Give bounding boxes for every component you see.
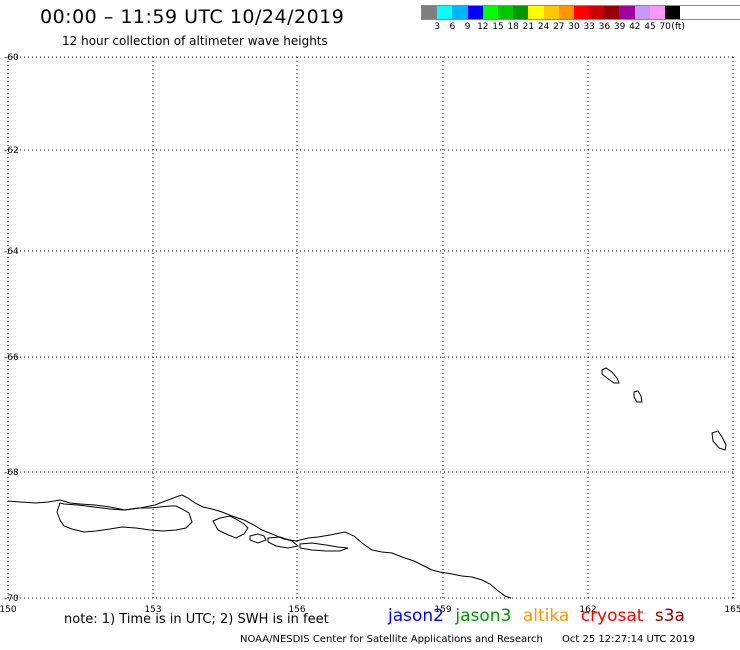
coastal-island-d: [299, 542, 349, 552]
legend-swatch: [634, 6, 650, 19]
wave-height-legend: 3 6 9 12 15 18 21 24 27 30 33 36 39 42 45 70 (ft): [421, 5, 740, 36]
antarctic-coastline: [7, 494, 512, 599]
legend-tick-label: 18: [507, 22, 519, 32]
ice-shelf-inlet: [56, 502, 193, 533]
legend-swatch: [665, 6, 681, 19]
legend-tick-label: 36: [598, 22, 611, 32]
legend-tick-label: 27: [553, 22, 565, 32]
latitude-label: -62: [4, 146, 19, 156]
coastal-island-c: [267, 536, 300, 549]
legend-swatch: [528, 6, 544, 19]
legend-swatch: [497, 6, 514, 19]
legend-unit: (ft): [671, 22, 685, 32]
legend-swatch: [604, 6, 620, 19]
legend-tick-label: 9: [464, 22, 471, 32]
longitude-label: 159: [434, 605, 451, 615]
satellite-legend: jason2 jason3 altika cryosat s3a: [388, 606, 691, 626]
legend-tick-label: 39: [613, 22, 626, 32]
latitude-label: -60: [4, 53, 19, 63]
longitude-label: 165: [724, 605, 740, 615]
satellite-label-s3a: s3a: [654, 606, 685, 626]
island-north: [601, 367, 620, 384]
legend-tick-label: 30: [568, 22, 580, 32]
satellite-label-jason3: jason3: [455, 606, 512, 626]
longitude-label: 162: [579, 605, 596, 615]
latitude-labels: -60 -62 -64 -66 -68 -70: [4, 53, 19, 604]
coastal-island-a: [212, 515, 249, 539]
legend-tick-label: 42: [629, 22, 641, 32]
satellite-label-cryosat: cryosat: [580, 606, 644, 626]
legend-tick-label: 6: [449, 22, 456, 32]
legend-swatch: [543, 6, 559, 19]
credit-line: NOAA/NESDIS Center for Satellite Applica…: [240, 634, 695, 645]
legend-swatch: [513, 6, 529, 19]
legend-swatch: [573, 6, 590, 19]
legend-swatch: [649, 6, 665, 19]
legend-tick-label: 33: [583, 22, 595, 32]
island-middle: [633, 390, 643, 403]
legend-tick-label: 15: [492, 22, 504, 32]
coastline: [7, 367, 727, 599]
legend-swatch: [482, 6, 498, 19]
longitude-labels: 150 153 156 159 162 165: [0, 605, 740, 615]
legend-color-bar: [421, 5, 740, 20]
longitude-label: 156: [288, 605, 305, 615]
legend-swatch: [467, 6, 483, 19]
latitude-label: -68: [4, 468, 19, 478]
latitude-label: -66: [4, 353, 19, 363]
map-grid: [7, 56, 734, 599]
satellite-label-altika: altika: [522, 606, 570, 626]
legend-tick-label: 70: [659, 22, 671, 32]
legend-swatch: [558, 6, 574, 19]
legend-swatch: [619, 6, 635, 19]
legend-swatch: [589, 6, 605, 19]
island-east: [711, 430, 727, 451]
longitude-label: 150: [0, 605, 17, 615]
longitude-label: 153: [144, 605, 161, 615]
coastal-island-b: [249, 533, 267, 544]
legend-swatch: [422, 6, 438, 19]
latitude-label: -64: [4, 247, 19, 257]
units-note: note: 1) Time is in UTC; 2) SWH is in fe…: [64, 612, 329, 627]
legend-swatch: [437, 6, 453, 19]
legend-tick-label: 21: [522, 22, 535, 32]
legend-tick-label: 12: [477, 22, 489, 32]
latitude-label: -70: [4, 594, 19, 604]
legend-tick-label: 45: [644, 22, 656, 32]
timestamp: Oct 25 12:27:14 UTC 2019: [562, 634, 695, 645]
map-title: 00:00 – 11:59 UTC 10/24/2019: [40, 6, 345, 28]
legend-tick-label: 3: [434, 22, 441, 32]
satellite-label-jason2: jason2: [388, 606, 444, 626]
legend-labels: 3 6 9 12 15 18 21 24 27 30 33 36 39 42 45 70 (ft): [421, 22, 740, 36]
credit-text: NOAA/NESDIS Center for Satellite Applica…: [240, 634, 543, 645]
map-subtitle: 12 hour collection of altimeter wave hei…: [62, 34, 328, 48]
legend-tick-label: 24: [537, 22, 550, 32]
legend-swatch: [452, 6, 468, 19]
